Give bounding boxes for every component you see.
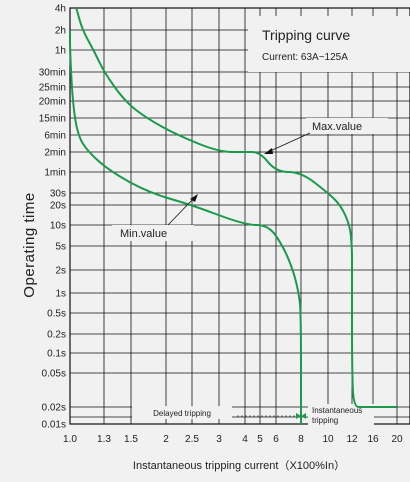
y-tick-label: 4h: [55, 4, 66, 15]
x-tick-label: 20: [391, 434, 403, 445]
title-box: [248, 16, 410, 72]
y-tick-labels: 4h 2h 1h 30min 25min 20min 15min 6min 2min 1min 30…: [39, 4, 66, 431]
chart-title: Tripping curve: [262, 27, 350, 43]
chart-subtitle: Current: 63A~125A: [262, 52, 348, 63]
grid: [69, 7, 410, 425]
y-tick-label: 0.01s: [42, 420, 66, 431]
y-tick-label: 0.5s: [47, 309, 66, 320]
plot-frame: [69, 7, 410, 425]
y-tick-label: 2min: [44, 148, 66, 159]
max-value-label: Max.value: [312, 121, 362, 133]
y-tick-label: 30s: [50, 189, 66, 200]
y-tick-label: 2h: [55, 26, 66, 37]
y-tick-label: 5s: [55, 242, 66, 253]
y-tick-label: 20min: [39, 97, 66, 108]
min-value-label: Min.value: [120, 228, 167, 240]
delayed-label-bg: [132, 406, 232, 419]
instant-arrow-head: [301, 413, 306, 419]
instantaneous-tripping-label: Instantaneous tripping: [312, 406, 362, 425]
x-axis-label: Instantaneous tripping current（X100%In）: [133, 459, 345, 472]
annotations: Max.value Min.value: [112, 118, 388, 241]
x-tick-label: 8: [298, 434, 304, 445]
x-tick-label: 3: [216, 434, 222, 445]
x-tick-label: 6: [273, 434, 279, 445]
y-axis-label: Operating time: [21, 192, 38, 297]
x-tick-labels: 1.0 1.3 1.5 2 2.5 3 4 5 6 8 10 12 16 20: [63, 434, 403, 445]
y-tick-label: 20s: [50, 201, 66, 212]
x-tick-label: 2.5: [185, 434, 199, 445]
y-tick-label: 1h: [55, 46, 66, 57]
y-tick-label: 1min: [44, 168, 66, 179]
x-tick-label: 5: [257, 434, 263, 445]
min-pointer-head: [190, 194, 198, 202]
x-tick-label: 16: [367, 434, 379, 445]
min-label-bg: [112, 225, 194, 241]
x-tick-label: 10: [322, 434, 334, 445]
y-tick-label: 0.02s: [42, 403, 66, 414]
x-tick-label: 2: [163, 434, 169, 445]
y-tick-label: 25min: [39, 83, 66, 94]
x-tick-label: 4: [242, 434, 248, 445]
instant-label-bg: [308, 404, 374, 426]
x-tick-label: 12: [346, 434, 358, 445]
max-pointer-head: [264, 148, 273, 154]
delayed-arrow-head: [296, 413, 301, 419]
max-label-bg: [306, 118, 388, 134]
y-tick-label: 10s: [50, 221, 66, 232]
y-tick-label: 30min: [39, 68, 66, 79]
y-tick-label: 0.2s: [47, 330, 66, 341]
y-tick-label: 0.05s: [42, 369, 66, 380]
tripping-regions: Delayed tripping Instantaneous tripping: [132, 404, 374, 426]
x-tick-label: 1.3: [97, 434, 111, 445]
series-lines: [69, 7, 397, 424]
y-tick-label: 15min: [39, 114, 66, 125]
x-tick-label: 1.0: [63, 434, 77, 445]
y-tick-label: 1s: [55, 289, 66, 300]
max-value-curve: [75, 7, 397, 409]
y-tick-label: 0.1s: [47, 349, 66, 360]
x-tick-label: 1.5: [124, 434, 138, 445]
max-value-pointer: [267, 132, 311, 153]
y-tick-label: 2s: [55, 266, 66, 277]
min-value-pointer: [167, 196, 196, 226]
y-tick-label: 6min: [44, 131, 66, 142]
min-value-curve: [69, 30, 302, 424]
delayed-tripping-label: Delayed tripping: [153, 409, 211, 418]
